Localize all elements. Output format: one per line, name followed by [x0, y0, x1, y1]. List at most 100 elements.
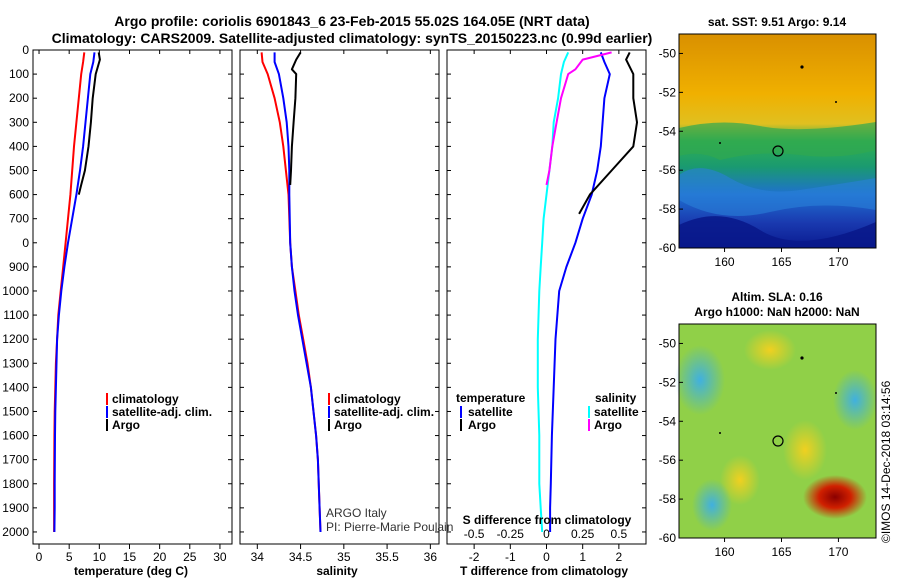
depth-tick-label: 700 [9, 212, 29, 226]
x-tick-label: 25 [183, 550, 197, 564]
depth-tick-label: 1300 [2, 356, 29, 370]
x-tick-label: 30 [213, 550, 227, 564]
legend-satellite-label: satellite-adj. clim. [112, 405, 212, 419]
legend-t-satellite-label: satellite [468, 405, 513, 419]
sla-map-title-line1: Altim. SLA: 0.16 [731, 290, 823, 304]
sla-map-frame [678, 323, 877, 539]
depth-tick-label: 600 [9, 188, 29, 202]
legend-s-argo-label: Argo [594, 418, 622, 432]
sla-lon-tick-label: 170 [828, 545, 848, 559]
depth-tick-label: 900 [9, 260, 29, 274]
depth-tick-label: 1400 [2, 380, 29, 394]
series-line-salinity-satellite [536, 51, 570, 533]
credit-imos: ©IMOS 14-Dec-2018 03:14:56 [879, 380, 893, 543]
x-tick-label: -1 [505, 550, 516, 564]
sst-map [678, 33, 877, 249]
x-tick-label: 34 [251, 550, 265, 564]
series-line-climatology [260, 52, 322, 533]
series-line-argo [77, 52, 101, 195]
depth-tick-label: 300 [9, 115, 29, 129]
sla-lat-tick-label: -60 [659, 531, 677, 545]
island-icon [800, 356, 804, 360]
temperature-legend: climatology satellite-adj. clim. Argo [106, 392, 212, 432]
depth-tick-label: 200 [9, 91, 29, 105]
depth-axis: 0 100 200 300 400 500 600 700 0 900 1000 1100 1200 13… [2, 43, 646, 539]
sst-profile-location-marker [772, 145, 784, 157]
legend-climatology-label: climatology [334, 392, 401, 406]
depth-tick-label: 1100 [3, 308, 29, 322]
legend-argo-label: Argo [334, 418, 362, 432]
legend-salinity-title: salinity [595, 391, 637, 405]
depth-tick-label: 1700 [2, 453, 29, 467]
sst-cold-band [679, 168, 876, 216]
salinity-panel-frame [239, 49, 440, 545]
series-line-climatology [53, 52, 86, 532]
depth-tick-label: 1600 [2, 429, 29, 443]
x-tick-label: 10 [93, 550, 107, 564]
sst-front [679, 122, 876, 160]
sla-lat-tick-label: -50 [659, 336, 677, 350]
x-tick-label: 35 [337, 550, 351, 564]
t-difference-axis-label: T difference from climatology [460, 564, 628, 578]
series-line-temperature-satellite [549, 52, 611, 532]
sla-low-anomaly [692, 479, 732, 531]
series-line-satellite-adj-clim- [53, 52, 96, 533]
sst-map-axes: -50 -52 -54 -56 -58 -60 160 165 170 [659, 46, 849, 269]
x-tick-label: 35.5 [375, 550, 399, 564]
figure-title-line2: Climatology: CARS2009. Satellite-adjuste… [52, 30, 653, 46]
legend-temperature-title: temperature [456, 391, 526, 405]
figure-title-line1: Argo profile: coriolis 6901843_6 23-Feb-… [114, 13, 589, 29]
island-icon [719, 432, 721, 434]
legend-climatology-label: climatology [112, 392, 179, 406]
credit-argo-italy: ARGO Italy [326, 506, 387, 520]
island-icon [719, 142, 721, 144]
sst-lat-tick-label: -54 [659, 124, 677, 138]
series-line-salinity-argo [545, 51, 612, 186]
sst-lat-tick-label: -52 [659, 85, 677, 99]
sla-map-title-line2: Argo h1000: NaN h2000: NaN [694, 305, 859, 319]
depth-tick-label: 100 [9, 67, 29, 81]
depth-tick-label: 1000 [2, 284, 29, 298]
x-tick-label: 5 [66, 550, 73, 564]
sst-lat-tick-label: -58 [659, 202, 677, 216]
sla-lon-tick-label: 160 [715, 545, 735, 559]
sst-lat-tick-label: -50 [659, 46, 677, 60]
island-icon [835, 392, 837, 394]
depth-tick-label: 500 [9, 163, 29, 177]
sst-lon-tick-label: 160 [715, 255, 735, 269]
difference-legend: temperature satellite Argo salinity sate… [456, 391, 639, 432]
depth-tick-label: 1200 [2, 332, 29, 346]
sla-lat-tick-label: -58 [659, 492, 677, 506]
island-icon [800, 65, 804, 69]
sla-lon-tick-label: 165 [771, 545, 791, 559]
temperature-panel-frame [32, 49, 233, 545]
sla-profile-location-marker [772, 435, 784, 447]
legend-satellite-label: satellite-adj. clim. [334, 405, 434, 419]
x-tick-label: 2 [616, 550, 623, 564]
sla-high-anomaly [783, 420, 827, 480]
s-diff-tick-label: -0.5 [464, 527, 485, 541]
x-tick-label: 0 [36, 550, 43, 564]
sst-map-frame [678, 33, 877, 249]
salinity-axis-label: salinity [316, 564, 358, 578]
sla-high-anomaly [744, 330, 796, 370]
sst-lat-tick-label: -56 [659, 163, 677, 177]
island-icon [835, 101, 837, 103]
sst-map-title: sat. SST: 9.51 Argo: 9.14 [708, 15, 847, 29]
s-diff-tick-label: -0.25 [497, 527, 525, 541]
sst-lon-tick-label: 170 [828, 255, 848, 269]
temperature-axis-label: temperature (deg C) [74, 564, 188, 578]
x-tick-label: 36 [424, 550, 438, 564]
depth-tick-label: 0 [22, 43, 29, 57]
series-line-argo [289, 51, 302, 185]
difference-panel-frame [446, 49, 647, 545]
sla-lat-tick-label: -56 [659, 453, 677, 467]
legend-t-argo-label: Argo [468, 418, 496, 432]
depth-tick-label: 400 [9, 139, 29, 153]
series-line-satellite-adj-clim- [273, 52, 322, 533]
sst-coldest-band [679, 216, 876, 248]
depth-tick-label: 1500 [2, 404, 29, 418]
x-tick-label: 0 [543, 550, 550, 564]
x-tick-label: 1 [579, 550, 586, 564]
